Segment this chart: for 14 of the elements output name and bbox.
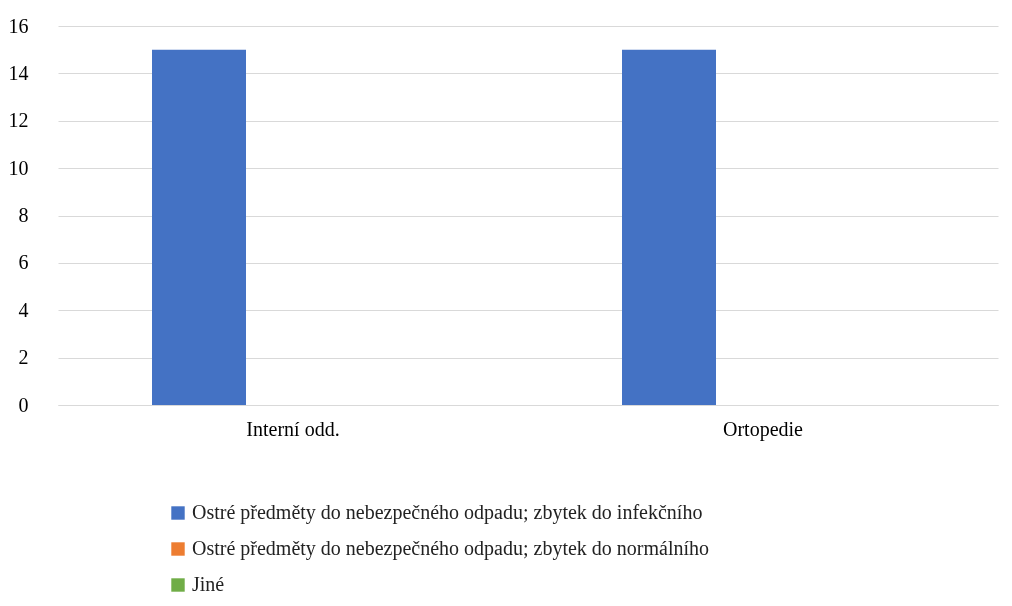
x-tick-label: Interní odd. (246, 417, 340, 440)
y-tick-label: 0 (18, 393, 29, 416)
y-tick-label: 10 (8, 156, 29, 179)
y-tick-label: 2 (18, 346, 29, 369)
legend-label: Ostré předměty do nebezpečného odpadu; zbytek do normálního (192, 537, 710, 560)
y-tick-label: 6 (18, 251, 29, 274)
y-tick-label: 8 (18, 204, 29, 226)
legend-label: Jiné (192, 573, 225, 595)
y-tick-label: 12 (8, 109, 29, 132)
legend-label: Ostré předměty do nebezpečného odpadu; zbytek do infekčního (192, 501, 703, 524)
y-tick-label: 16 (8, 14, 29, 37)
x-tick-label: Ortopedie (723, 417, 804, 441)
y-tick-label: 14 (8, 61, 29, 84)
y-tick-label: 4 (18, 298, 29, 321)
